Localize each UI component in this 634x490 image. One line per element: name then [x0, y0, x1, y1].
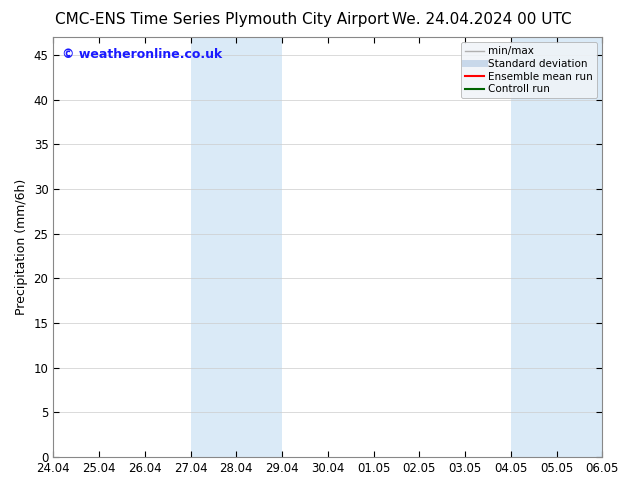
Text: We. 24.04.2024 00 UTC: We. 24.04.2024 00 UTC: [392, 12, 572, 27]
Bar: [191, 37, 282, 457]
Bar: [511, 37, 602, 457]
Legend: min/max, Standard deviation, Ensemble mean run, Controll run: min/max, Standard deviation, Ensemble me…: [461, 42, 597, 98]
Y-axis label: Precipitation (mm/6h): Precipitation (mm/6h): [15, 179, 28, 315]
Text: CMC-ENS Time Series Plymouth City Airport: CMC-ENS Time Series Plymouth City Airpor…: [55, 12, 389, 27]
Text: © weatheronline.co.uk: © weatheronline.co.uk: [61, 48, 222, 61]
